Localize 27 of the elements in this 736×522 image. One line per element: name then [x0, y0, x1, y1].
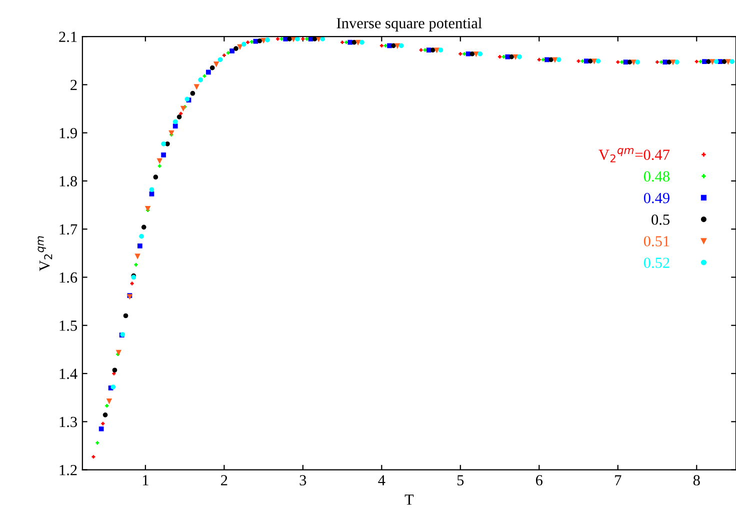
y-tick-label: 2	[70, 80, 77, 90]
chart-title: Inverse square potential	[336, 18, 482, 32]
y-tick-label: 1.5	[60, 320, 77, 331]
x-tick-label: 3	[300, 475, 306, 486]
x-tick-label: 6	[536, 475, 543, 486]
legend-label: V$_{2}$$^{qm}$=0.47	[598, 148, 670, 162]
y-tick-label: 1.3	[60, 416, 77, 428]
x-tick-label: 2	[221, 475, 228, 486]
x-tick-label: 8	[693, 475, 700, 486]
y-tick-label: 1.4	[60, 368, 78, 380]
legend-label: 0.48	[644, 171, 670, 182]
y-tick-label: 1.7	[60, 224, 78, 235]
legend-label: 0.5	[652, 214, 670, 225]
legend-label: 0.52	[644, 258, 670, 268]
y-tick-label: 1.6	[60, 272, 78, 283]
x-tick-label: 7	[615, 475, 622, 486]
x-axis-title: T	[404, 494, 414, 505]
y-tick-label: 2.1	[59, 32, 77, 42]
legend-label: 0.49	[644, 192, 670, 204]
x-tick-label: 4	[378, 475, 386, 486]
y-tick-label: 1.9	[60, 128, 77, 138]
y-tick-label: 1.2	[60, 464, 77, 476]
x-tick-label: 1	[142, 475, 148, 486]
y-axis-title: V$_{2}$$^{qm}$	[38, 236, 52, 272]
legend-label: 0.51	[644, 236, 670, 246]
x-tick-label: 5	[457, 475, 464, 486]
y-tick-label: 1.8	[60, 176, 77, 186]
